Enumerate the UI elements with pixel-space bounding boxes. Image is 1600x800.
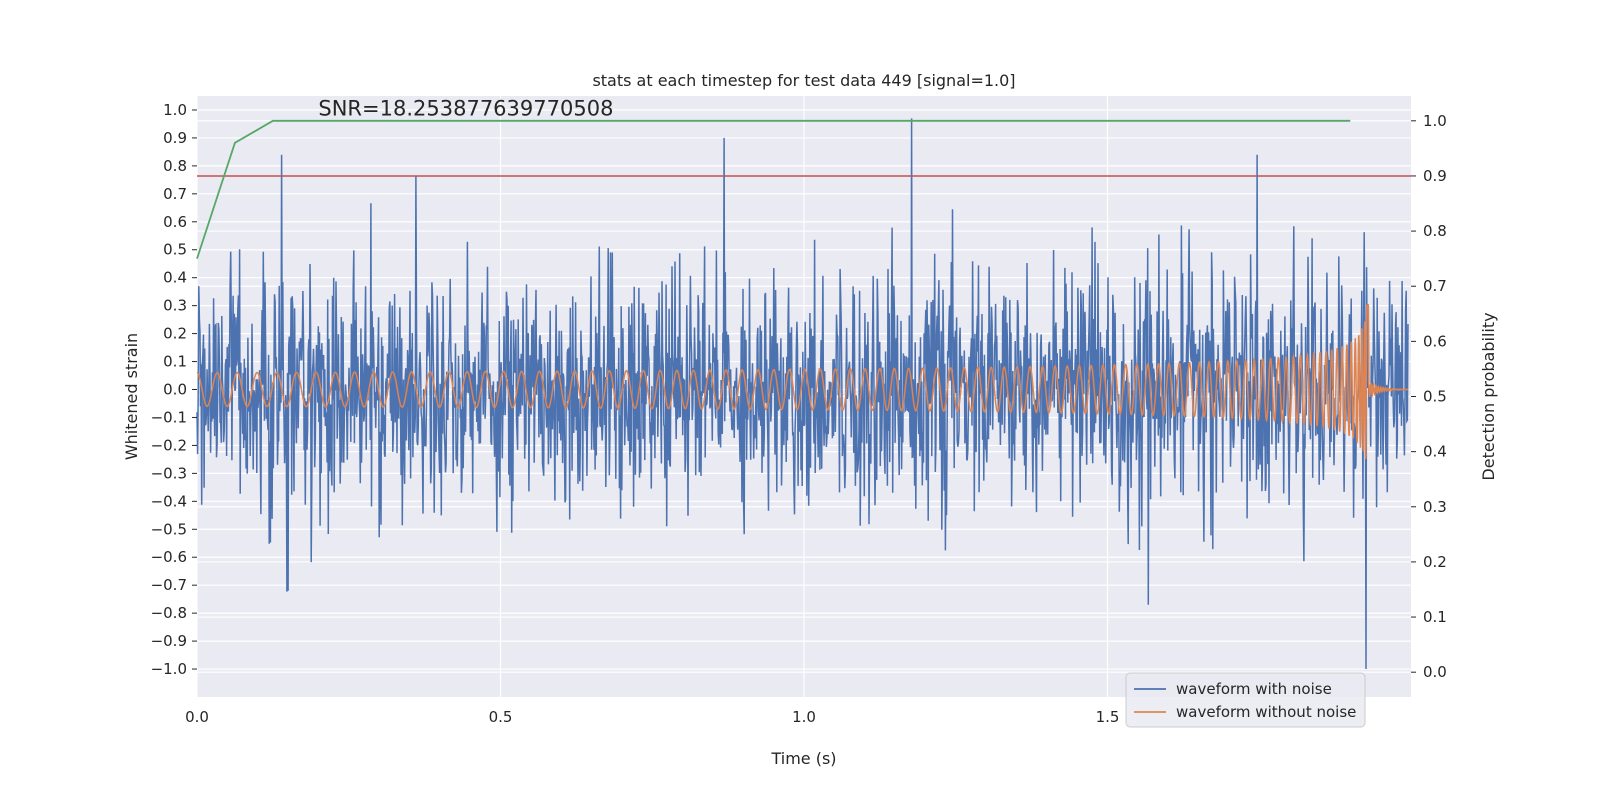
y-tick-label: 0.9 [163, 129, 187, 147]
y-tick-label: 0.6 [163, 213, 187, 231]
y2-tick-label: 0.2 [1423, 553, 1447, 571]
y-tick-label: 0.7 [163, 185, 187, 203]
x-tick-label: 0.0 [185, 708, 209, 726]
y-tick-label: −0.6 [151, 548, 187, 566]
y2-tick-label: 0.1 [1423, 608, 1447, 626]
y2-tick-label: 0.6 [1423, 332, 1447, 350]
y-tick-label: −0.7 [151, 576, 187, 594]
legend-label-noisy: waveform with noise [1176, 680, 1332, 698]
y2-tick-label: 0.9 [1423, 167, 1447, 185]
x-tick-label: 1.5 [1096, 708, 1120, 726]
y-tick-label: −0.2 [151, 436, 187, 454]
y-tick-label: −0.9 [151, 632, 187, 650]
legend-box [1125, 672, 1366, 728]
y-tick-label: −1.0 [151, 660, 187, 678]
y-tick-label: −0.1 [151, 408, 187, 426]
x-tick-label: 1.0 [792, 708, 816, 726]
y-tick-label: 0.5 [163, 241, 187, 259]
y-tick-label: 1.0 [163, 101, 187, 119]
y2-tick-label: 0.3 [1423, 498, 1447, 516]
y2-tick-label: 0.4 [1423, 443, 1447, 461]
y-tick-label: −0.4 [151, 492, 187, 510]
chart-title: stats at each timestep for test data 449… [592, 71, 1015, 90]
series-layer [196, 118, 1411, 670]
series-detection-probability [196, 119, 1351, 259]
y-tick-label: 0.0 [163, 381, 187, 399]
y-tick-label: −0.8 [151, 604, 187, 622]
y2-tick-label: 1.0 [1423, 112, 1447, 130]
y2-tick-label: 0.8 [1423, 222, 1447, 240]
series-waveform-without-noise [196, 304, 1409, 460]
x-tick-label: 0.5 [489, 708, 513, 726]
series-waveform-with-noise [196, 118, 1409, 670]
y-tick-label: 0.8 [163, 157, 187, 175]
grid [196, 96, 1411, 697]
y-tick-label: 0.3 [163, 297, 187, 315]
y-tick-label: 0.2 [163, 325, 187, 343]
y2-tick-label: 0.7 [1423, 277, 1447, 295]
y2-axis-title: Detection probability [1479, 312, 1498, 480]
left-axis: 1.0 0.9 0.8 0.7 0.6 0.5 0.4 0.3 0.2 0.1 0.0 −0.1 −0.… [151, 101, 197, 678]
y-tick-label: 0.1 [163, 353, 187, 371]
snr-annotation: SNR=18.253877639770508 [318, 97, 613, 121]
right-axis: 1.0 0.9 0.8 0.7 0.6 0.5 0.4 0.3 0.2 0.1 0.0 [1411, 112, 1447, 681]
y2-tick-label: 0.5 [1423, 388, 1447, 406]
y-tick-label: −0.5 [151, 520, 187, 538]
x-axis-title: Time (s) [770, 749, 836, 768]
legend: waveform with noise waveform without noi… [1125, 672, 1366, 728]
x-axis: 0.0 0.5 1.0 1.5 [185, 708, 1119, 726]
y-axis-title: Whitened strain [122, 333, 141, 460]
y-tick-label: 0.4 [163, 269, 187, 287]
legend-label-clean: waveform without noise [1176, 703, 1356, 721]
y-tick-label: −0.3 [151, 464, 187, 482]
y2-tick-label: 0.0 [1423, 663, 1447, 681]
